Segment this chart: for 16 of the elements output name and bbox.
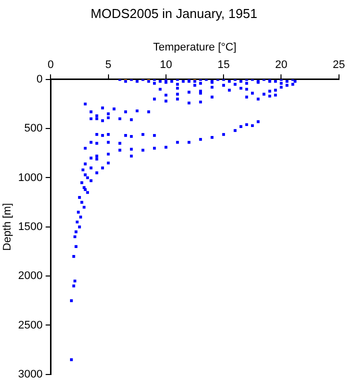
y-tick-label: 1500 <box>18 220 43 233</box>
x-tick-label: 0 <box>48 58 54 71</box>
x-axis-title: Temperature [°C] <box>153 42 236 54</box>
y-tick-label: 1000 <box>18 172 43 184</box>
x-tick-label: 5 <box>105 58 112 71</box>
x-tick-label: 10 <box>160 58 172 71</box>
y-tick-label: 0 <box>36 73 43 86</box>
x-tick-label: 15 <box>217 58 230 71</box>
y-tick-label: 2000 <box>18 270 43 282</box>
y-tick-label: 3000 <box>18 368 43 380</box>
y-axis-title: Depth [m] <box>2 203 14 251</box>
x-tick-label: 20 <box>275 58 288 71</box>
chart-title: MODS2005 in January, 1951 <box>90 6 258 21</box>
y-tick-label: 500 <box>24 122 43 135</box>
y-tick-label: 2500 <box>18 319 43 332</box>
x-tick-label: 25 <box>332 58 346 71</box>
